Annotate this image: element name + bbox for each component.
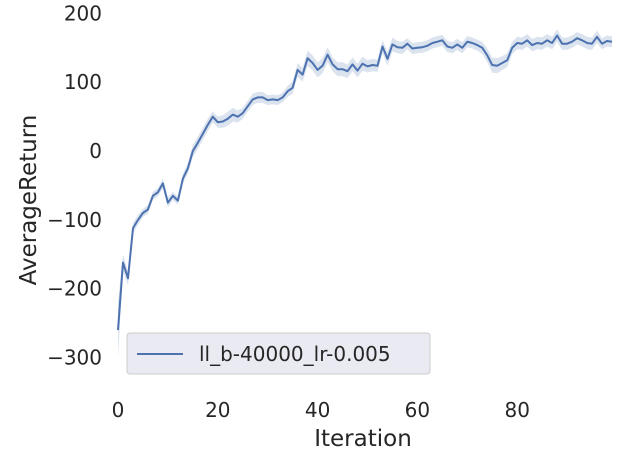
y-tick-label: 0 [89,139,102,163]
series-0-confidence-band [118,29,612,358]
x-tick-label: 60 [405,398,430,422]
y-axis-ticks: −300 −200 −100 0 100 200 [47,1,102,369]
confidence-bands [118,29,612,358]
y-tick-label: −300 [47,346,102,370]
x-tick-label: 0 [112,398,125,422]
x-tick-label: 20 [205,398,230,422]
y-tick-label: 100 [64,70,102,94]
x-tick-label: 80 [504,398,529,422]
y-axis-label: AverageReturn [16,115,42,286]
y-tick-label: 200 [64,1,102,25]
legend-frame [126,332,431,375]
legend: ll_b-40000_lr-0.005 [126,332,431,375]
series-0-line [117,34,613,331]
y-tick-label: −200 [47,277,102,301]
x-axis-ticks: 0 20 40 60 80 [112,398,530,422]
series-lines [117,34,613,331]
y-tick-label: −100 [47,208,102,232]
legend-entry-label: ll_b-40000_lr-0.005 [199,342,391,366]
x-tick-label: 40 [305,398,330,422]
x-axis-label: Iteration [314,426,412,452]
